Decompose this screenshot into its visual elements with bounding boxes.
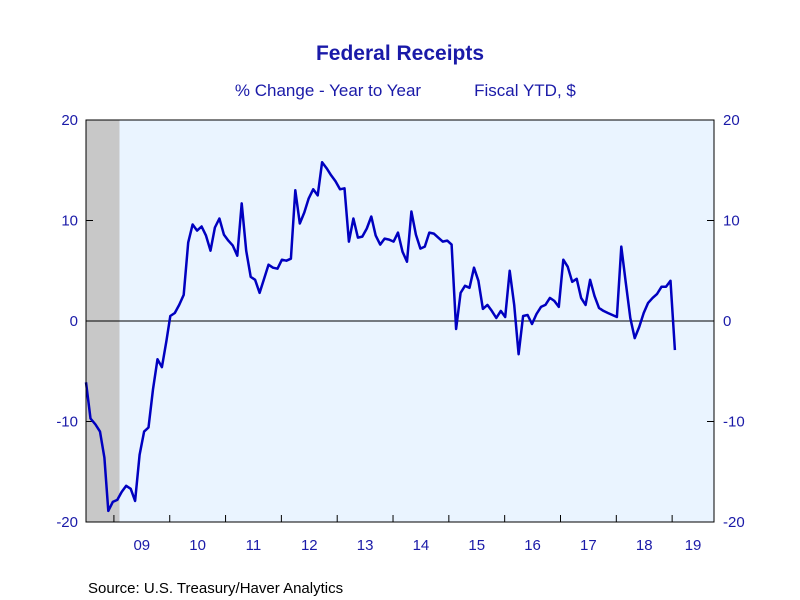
y-tick-label-right: 20 [723, 112, 740, 129]
x-tick-label: 13 [357, 537, 374, 554]
x-tick-label: 19 [685, 537, 702, 554]
x-axis-ticks: 09 10 11 12 13 14 15 16 17 18 19 [113, 515, 702, 554]
y-tick-label-right: -20 [723, 514, 745, 531]
y-tick-label-right: 0 [723, 313, 731, 330]
x-tick-label: 14 [413, 537, 430, 554]
y-tick-label-right: 10 [723, 213, 740, 230]
x-tick-label: 15 [468, 537, 485, 554]
x-tick-label: 18 [636, 537, 653, 554]
chart-title: Federal Receipts [316, 42, 484, 65]
x-tick-label: 11 [246, 537, 262, 554]
x-tick-label: 10 [189, 537, 206, 554]
y-axis-ticks: 20 20 10 10 0 0 -10 -10 -20 -20 [56, 112, 744, 531]
y-tick-label-left: 20 [61, 112, 78, 129]
plot-frame [85, 119, 715, 523]
x-tick-label: 09 [133, 537, 150, 554]
chart-subtitle-left: % Change - Year to Year [235, 81, 422, 100]
x-tick-label: 12 [301, 537, 318, 554]
chart-subtitle-right: Fiscal YTD, $ [474, 81, 576, 100]
x-tick-label: 17 [580, 537, 597, 554]
y-tick-label-left: 10 [61, 213, 78, 230]
source-note: Source: U.S. Treasury/Haver Analytics [88, 580, 343, 597]
y-tick-label-right: -10 [723, 414, 745, 431]
y-tick-label-left: -20 [56, 514, 78, 531]
y-tick-label-left: -10 [56, 414, 78, 431]
y-tick-label-left: 0 [70, 313, 78, 330]
x-tick-label: 16 [524, 537, 541, 554]
series-line [84, 160, 677, 513]
